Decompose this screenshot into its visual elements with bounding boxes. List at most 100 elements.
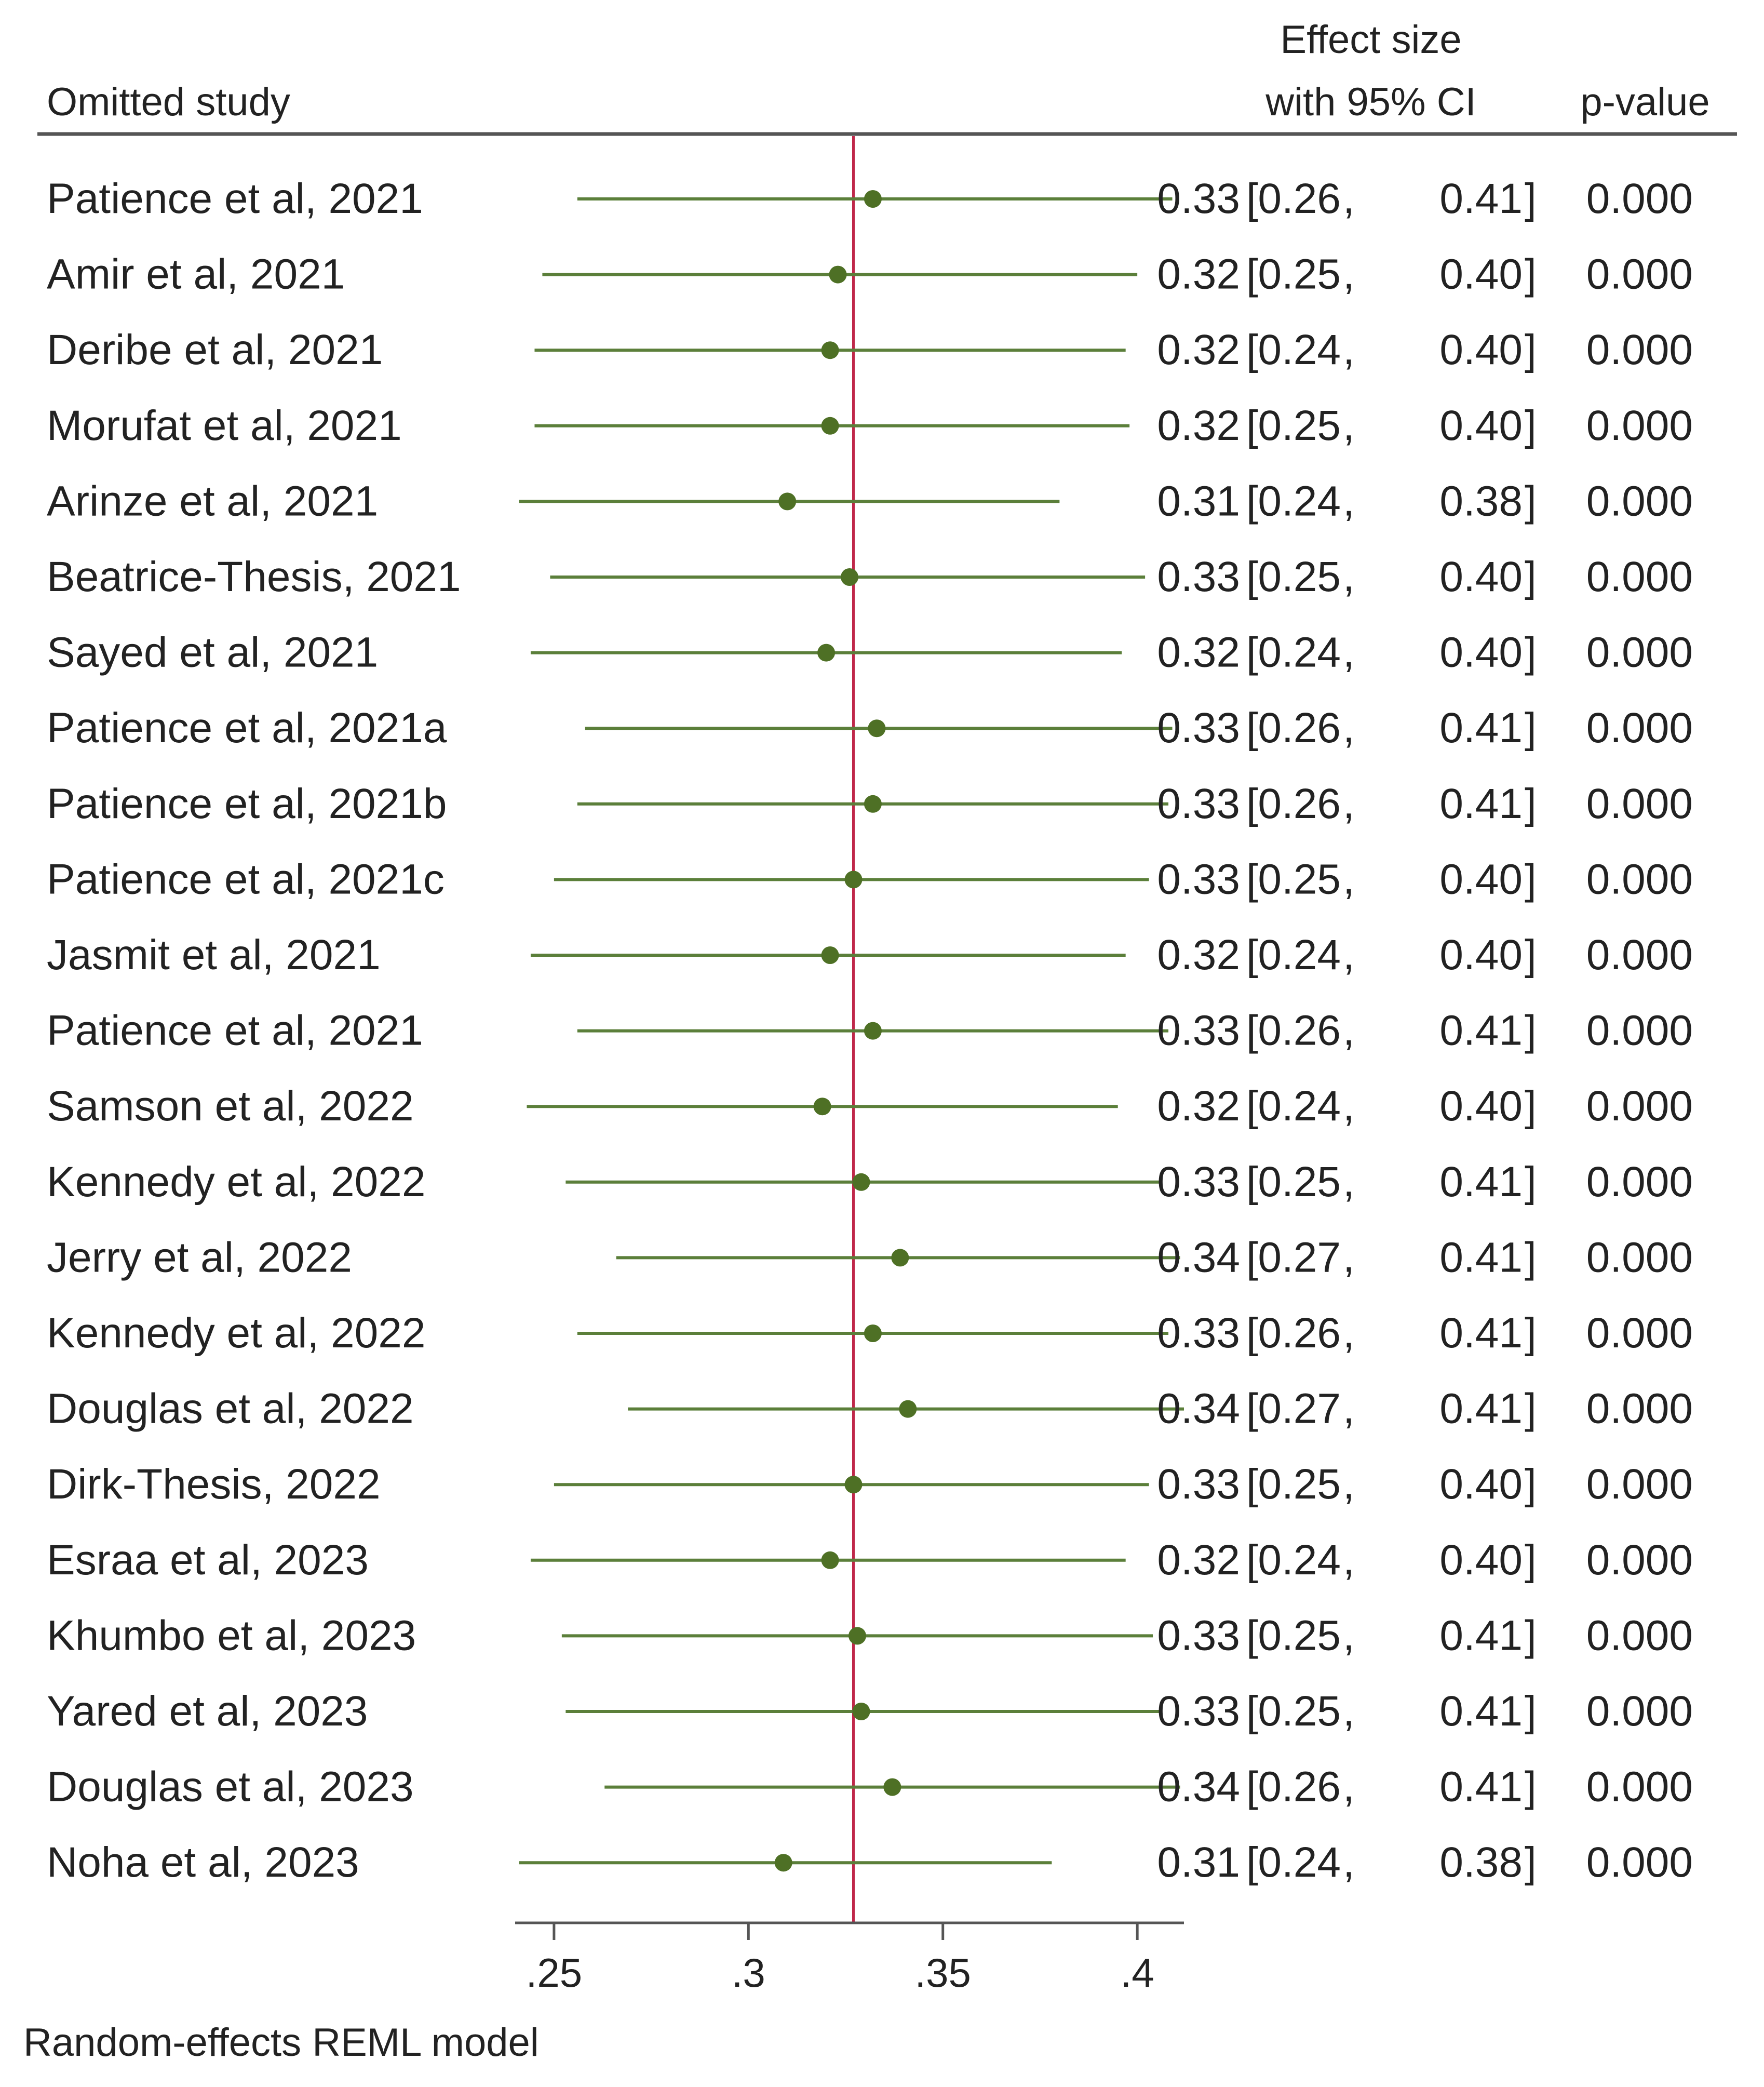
ci-lower: 0.26 [1258, 1007, 1341, 1054]
ci-close-bracket: ] [1525, 1763, 1537, 1811]
ci-upper: 0.40 [1439, 1082, 1523, 1130]
effect-point [864, 1022, 882, 1040]
study-name: Jerry et al, 2022 [47, 1234, 352, 1281]
ci-close-bracket: ] [1525, 629, 1537, 676]
ci-open-bracket: [ [1246, 1763, 1258, 1811]
study-row: Kennedy et al, 2022 0.33[0.25, 0.41] 0.000 [47, 1158, 1693, 1206]
ci-close-bracket: ] [1525, 326, 1537, 373]
effect-estimate: 0.33 [1157, 1158, 1240, 1206]
ci-open-bracket: [ [1246, 1688, 1258, 1735]
p-value: 0.000 [1586, 629, 1693, 676]
ci-close-bracket: ] [1525, 1385, 1537, 1433]
ci-open-bracket: [ [1246, 1385, 1258, 1433]
effect-estimate: 0.33 [1157, 855, 1240, 903]
effect-point [852, 1173, 870, 1191]
ci-upper: 0.41 [1439, 704, 1523, 752]
ci-lower: 0.25 [1258, 402, 1341, 449]
ci-comma: , [1343, 175, 1355, 222]
study-name: Patience et al, 2021b [47, 780, 447, 827]
ci-upper: 0.41 [1439, 1158, 1523, 1206]
study-row: Sayed et al, 2021 0.32[0.24, 0.40] 0.000 [47, 629, 1693, 676]
p-value: 0.000 [1586, 175, 1693, 222]
ci-lower: 0.26 [1258, 175, 1341, 222]
study-row: Kennedy et al, 2022 0.33[0.26, 0.41] 0.000 [47, 1309, 1693, 1357]
effect-point [841, 568, 858, 586]
effect-estimate: 0.32 [1157, 402, 1240, 449]
effect-point [864, 190, 882, 208]
ci-upper: 0.40 [1439, 855, 1523, 903]
ci-comma: , [1343, 553, 1355, 600]
ci-comma: , [1343, 1839, 1355, 1886]
ci-lower: 0.24 [1258, 931, 1341, 979]
effect-point [844, 871, 863, 889]
study-row: Patience et al, 2021a 0.33[0.26, 0.41] 0.00… [47, 704, 1693, 752]
effect-estimate: 0.34 [1157, 1763, 1240, 1811]
ci-comma: , [1343, 1082, 1355, 1130]
effect-estimate: 0.31 [1157, 477, 1240, 525]
study-name: Patience et al, 2021 [47, 1007, 423, 1054]
p-value: 0.000 [1586, 1007, 1693, 1054]
ci-close-bracket: ] [1525, 1688, 1537, 1735]
ci-comma: , [1343, 629, 1355, 676]
ci-comma: , [1343, 1763, 1355, 1811]
p-value: 0.000 [1586, 1688, 1693, 1735]
p-value: 0.000 [1586, 553, 1693, 600]
ci-open-bracket: [ [1246, 1309, 1258, 1357]
ci-lower: 0.26 [1258, 1309, 1341, 1357]
ci-open-bracket: [ [1246, 251, 1258, 298]
ci-upper: 0.41 [1439, 1763, 1523, 1811]
ci-upper: 0.41 [1439, 1007, 1523, 1054]
study-row: Beatrice-Thesis, 2021 0.33[0.25, 0.40] 0.00… [47, 553, 1693, 600]
ci-lower: 0.25 [1258, 855, 1341, 903]
header-effect-size: Effect size [1280, 18, 1461, 62]
study-name: Beatrice-Thesis, 2021 [47, 553, 461, 600]
ci-lower: 0.26 [1258, 704, 1341, 752]
ci-upper: 0.40 [1439, 1461, 1523, 1508]
study-name: Khumbo et al, 2023 [47, 1612, 416, 1659]
ci-open-bracket: [ [1246, 704, 1258, 752]
ci-open-bracket: [ [1246, 1082, 1258, 1130]
ci-comma: , [1343, 326, 1355, 373]
ci-comma: , [1343, 1688, 1355, 1735]
study-row: Yared et al, 2023 0.33[0.25, 0.41] 0.000 [47, 1688, 1693, 1735]
ci-upper: 0.41 [1439, 780, 1523, 827]
ci-open-bracket: [ [1246, 780, 1258, 827]
ci-comma: , [1343, 1385, 1355, 1433]
ci-comma: , [1343, 855, 1355, 903]
effect-estimate: 0.32 [1157, 326, 1240, 373]
ci-lower: 0.24 [1258, 326, 1341, 373]
study-name: Douglas et al, 2023 [47, 1763, 414, 1811]
effect-estimate: 0.33 [1157, 704, 1240, 752]
ci-upper: 0.41 [1439, 1688, 1523, 1735]
study-row: Noha et al, 2023 0.31[0.24, 0.38] 0.000 [47, 1839, 1693, 1886]
ci-lower: 0.25 [1258, 251, 1341, 298]
ci-open-bracket: [ [1246, 629, 1258, 676]
effect-point [813, 1098, 831, 1116]
x-tick-label: .25 [526, 1950, 582, 1996]
ci-close-bracket: ] [1525, 780, 1537, 827]
ci-upper: 0.41 [1439, 1234, 1523, 1281]
p-value: 0.000 [1586, 931, 1693, 979]
p-value: 0.000 [1586, 704, 1693, 752]
x-axis: .25 .3 .35 .4 [515, 1921, 1184, 1996]
ci-lower: 0.25 [1258, 1688, 1341, 1735]
ci-open-bracket: [ [1246, 477, 1258, 525]
ci-lower: 0.27 [1258, 1234, 1341, 1281]
ci-comma: , [1343, 1536, 1355, 1584]
p-value: 0.000 [1586, 1082, 1693, 1130]
ci-lower: 0.25 [1258, 1461, 1341, 1508]
p-value: 0.000 [1586, 1612, 1693, 1659]
ci-lower: 0.24 [1258, 1839, 1341, 1886]
study-name: Samson et al, 2022 [47, 1082, 414, 1130]
study-name: Patience et al, 2021c [47, 855, 445, 903]
study-name: Yared et al, 2023 [47, 1688, 368, 1735]
ci-comma: , [1343, 251, 1355, 298]
ci-upper: 0.41 [1439, 1309, 1523, 1357]
p-value: 0.000 [1586, 1234, 1693, 1281]
study-row: Patience et al, 2021b 0.33[0.26, 0.41] 0.00… [47, 780, 1693, 827]
effect-point [868, 719, 886, 738]
study-row: Samson et al, 2022 0.32[0.24, 0.40] 0.000 [47, 1082, 1693, 1130]
effect-estimate: 0.33 [1157, 1688, 1240, 1735]
ci-lower: 0.25 [1258, 1158, 1341, 1206]
x-tick-label: .35 [915, 1950, 971, 1996]
